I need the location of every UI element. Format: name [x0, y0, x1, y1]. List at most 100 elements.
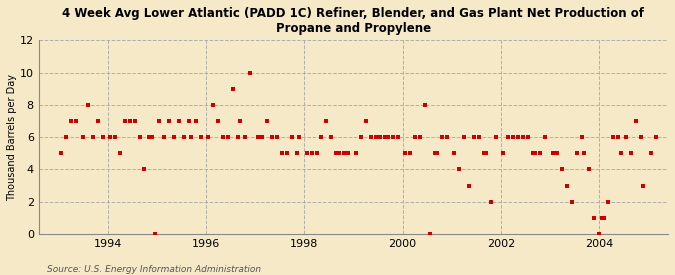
Point — [449, 151, 460, 155]
Point — [557, 167, 568, 172]
Point — [134, 135, 145, 139]
Point — [375, 135, 386, 139]
Point — [316, 135, 327, 139]
Point — [527, 151, 538, 155]
Point — [503, 135, 514, 139]
Point — [82, 103, 93, 107]
Point — [567, 199, 578, 204]
Point — [92, 119, 103, 123]
Point — [213, 119, 223, 123]
Point — [286, 135, 297, 139]
Point — [454, 167, 464, 172]
Point — [78, 135, 88, 139]
Point — [267, 135, 277, 139]
Point — [146, 135, 157, 139]
Point — [576, 135, 587, 139]
Point — [277, 151, 288, 155]
Point — [522, 135, 533, 139]
Point — [513, 135, 524, 139]
Point — [370, 135, 381, 139]
Point — [636, 135, 647, 139]
Point — [645, 151, 656, 155]
Point — [481, 151, 491, 155]
Point — [217, 135, 228, 139]
Point — [485, 199, 496, 204]
Point — [540, 135, 551, 139]
Point — [208, 103, 219, 107]
Point — [150, 232, 161, 236]
Point — [196, 135, 207, 139]
Point — [589, 216, 599, 220]
Point — [301, 151, 312, 155]
Point — [562, 183, 572, 188]
Point — [419, 103, 430, 107]
Point — [294, 135, 304, 139]
Point — [508, 135, 518, 139]
Point — [621, 135, 632, 139]
Point — [306, 151, 317, 155]
Point — [468, 135, 479, 139]
Point — [163, 119, 174, 123]
Point — [252, 135, 263, 139]
Point — [343, 151, 354, 155]
Point — [638, 183, 649, 188]
Point — [257, 135, 268, 139]
Point — [404, 151, 415, 155]
Point — [333, 151, 344, 155]
Point — [552, 151, 563, 155]
Point — [579, 151, 590, 155]
Point — [441, 135, 452, 139]
Point — [535, 151, 545, 155]
Point — [105, 135, 115, 139]
Point — [626, 151, 637, 155]
Point — [321, 119, 331, 123]
Point — [608, 135, 618, 139]
Point — [235, 119, 246, 123]
Point — [159, 135, 169, 139]
Point — [227, 87, 238, 91]
Point — [186, 135, 196, 139]
Point — [473, 135, 484, 139]
Title: 4 Week Avg Lower Atlantic (PADD 1C) Refiner, Blender, and Gas Plant Net Producti: 4 Week Avg Lower Atlantic (PADD 1C) Refi… — [62, 7, 645, 35]
Point — [458, 135, 469, 139]
Point — [240, 135, 250, 139]
Point — [383, 135, 394, 139]
Point — [232, 135, 243, 139]
Point — [584, 167, 595, 172]
Point — [70, 119, 81, 123]
Point — [603, 199, 614, 204]
Point — [572, 151, 583, 155]
Point — [594, 232, 605, 236]
Point — [129, 119, 140, 123]
Point — [184, 119, 194, 123]
Point — [262, 119, 273, 123]
Point — [331, 151, 342, 155]
Point — [173, 119, 184, 123]
Point — [190, 119, 201, 123]
Point — [109, 135, 120, 139]
Point — [55, 151, 66, 155]
Point — [392, 135, 403, 139]
Point — [596, 216, 607, 220]
Point — [87, 135, 98, 139]
Point — [491, 135, 502, 139]
Point — [60, 135, 71, 139]
Point — [223, 135, 234, 139]
Point — [414, 135, 425, 139]
Point — [410, 135, 421, 139]
Y-axis label: Thousand Barrels per Day: Thousand Barrels per Day — [7, 74, 17, 200]
Point — [365, 135, 376, 139]
Point — [350, 151, 361, 155]
Point — [400, 151, 410, 155]
Point — [139, 167, 150, 172]
Point — [612, 135, 623, 139]
Point — [429, 151, 440, 155]
Text: Source: U.S. Energy Information Administration: Source: U.S. Energy Information Administ… — [47, 265, 261, 274]
Point — [380, 135, 391, 139]
Point — [245, 70, 256, 75]
Point — [119, 119, 130, 123]
Point — [154, 119, 165, 123]
Point — [651, 135, 661, 139]
Point — [355, 135, 366, 139]
Point — [292, 151, 302, 155]
